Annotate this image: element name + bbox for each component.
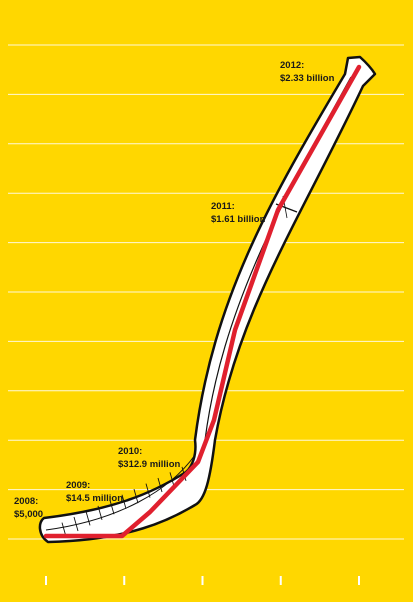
blade-tape-line <box>121 494 127 509</box>
stick-blade-edge <box>45 454 196 531</box>
data-label-2011-value: $1.61 billion <box>211 214 266 225</box>
stick-body <box>38 55 377 544</box>
data-label-2011-year: 2011: <box>211 201 235 212</box>
data-label-2012: 2012: $2.33 billion <box>280 60 335 84</box>
series-line-revenue <box>43 64 362 539</box>
blade-tape-line <box>109 500 115 515</box>
blade-tape-line <box>157 477 163 493</box>
blade-tape-line <box>145 483 151 498</box>
blade-tape-line <box>133 489 139 504</box>
data-label-2011: 2011: $1.61 billion <box>211 201 266 225</box>
data-label-2010: 2010: $312.9 million <box>118 446 181 470</box>
data-label-2009-year: 2009: <box>66 480 90 491</box>
data-points <box>45 66 360 537</box>
blade-tape-line <box>169 472 175 487</box>
data-label-2012-year: 2012: <box>280 60 304 71</box>
data-label-2008-year: 2008: <box>14 496 38 507</box>
blade-tape-line <box>73 516 79 532</box>
data-label-2010-value: $312.9 million <box>118 459 181 470</box>
data-label-2009: 2009: $14.5 million <box>66 480 123 504</box>
blade-tape-line <box>97 505 103 520</box>
data-label-2008: 2008: $5,000 <box>14 496 43 520</box>
data-label-2008-value: $5,000 <box>14 509 43 520</box>
blade-tape-line <box>85 511 91 526</box>
data-label-2010-year: 2010: <box>118 446 142 457</box>
data-label-2009-value: $14.5 million <box>66 493 123 504</box>
data-label-2012-value: $2.33 billion <box>280 73 335 84</box>
x-axis-ticks <box>45 576 360 585</box>
